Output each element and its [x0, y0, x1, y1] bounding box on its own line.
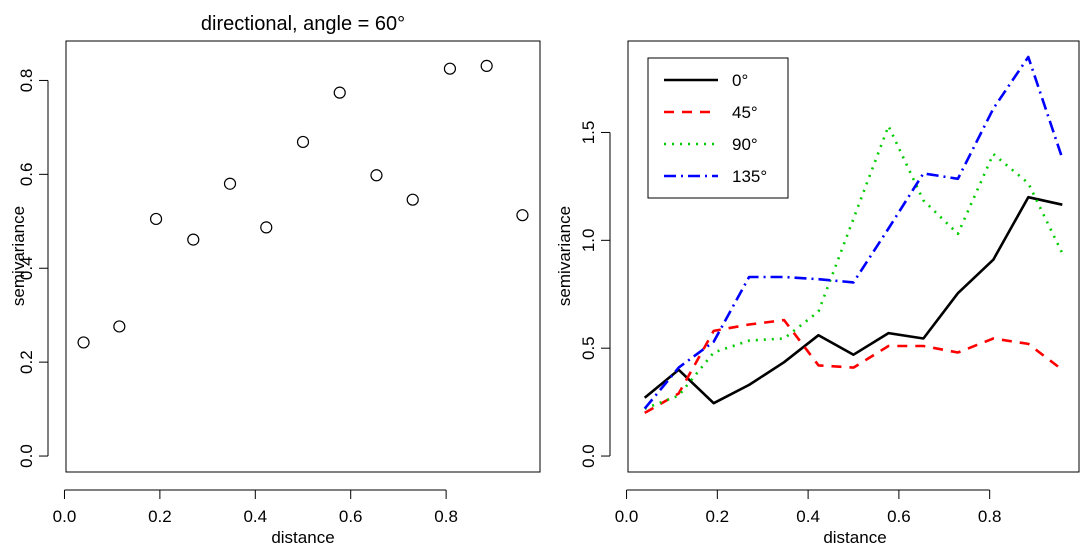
x-tick-label: 0.2: [706, 507, 730, 526]
data-point: [187, 233, 200, 246]
scatter-panel: directional, angle = 60° distance semiva…: [9, 13, 541, 547]
y-axis-title: semivariance: [9, 206, 28, 306]
x-tick-label: 0.0: [615, 507, 639, 526]
y-tick-label: 0.0: [579, 444, 598, 468]
y-tick-label: 0.8: [17, 69, 36, 93]
axes: 0.0 0.2 0.4 0.6 0.8 0.0 0.5 1.0 1.5: [579, 121, 1001, 526]
legend: 0° 45° 90° 135°: [647, 57, 789, 199]
data-point: [370, 169, 383, 182]
x-tick-label: 0.8: [434, 507, 458, 526]
x-tick-label: 0.4: [243, 507, 267, 526]
x-axis-title: distance: [271, 528, 334, 547]
plot-area-frame: [627, 40, 1080, 473]
y-tick-label: 1.0: [579, 229, 598, 253]
data-point: [260, 221, 273, 234]
y-tick-label: 0.5: [579, 336, 598, 360]
data-point: [516, 209, 529, 222]
x-tick-label: 0.2: [148, 507, 172, 526]
y-tick-label: 0.6: [17, 163, 36, 187]
x-tick-label: 0.6: [887, 507, 911, 526]
x-tick-label: 0.8: [978, 507, 1002, 526]
y-tick-label: 0.0: [17, 444, 36, 468]
legend-label: 0°: [732, 71, 748, 90]
x-tick-label: 0.4: [796, 507, 820, 526]
line-panel: distance semivariance 0.0 0.2 0.4 0.6 0.80.0…: [555, 40, 1080, 547]
plot-area-frame: [65, 40, 541, 473]
data-points: [77, 59, 529, 349]
data-point: [149, 212, 163, 226]
y-tick-label: 1.5: [579, 121, 598, 145]
series-line: [643, 55, 1064, 410]
x-tick-label: 0.0: [53, 507, 77, 526]
data-point: [296, 135, 310, 149]
legend-box: [647, 57, 789, 199]
data-point: [480, 59, 493, 72]
axes: 0.0 0.2 0.4 0.6 0.8 0.0 0.2 0.4 0.6 0.8: [17, 69, 458, 526]
y-axis-title: semivariance: [555, 206, 574, 306]
data-point: [333, 86, 346, 99]
data-lines: [643, 55, 1064, 415]
y-tick-label: 0.2: [17, 350, 36, 374]
series-line: [644, 318, 1064, 415]
data-point: [443, 62, 457, 75]
chart-title: directional, angle = 60°: [201, 13, 405, 35]
data-point: [223, 177, 237, 190]
y-tick-label: 0.4: [17, 256, 36, 280]
x-tick-label: 0.6: [339, 507, 363, 526]
legend-label: 45°: [732, 103, 758, 122]
data-point: [77, 336, 90, 349]
legend-label: 90°: [732, 135, 758, 154]
series-line: [643, 195, 1063, 405]
data-point: [406, 193, 419, 206]
legend-label: 135°: [732, 167, 767, 186]
x-axis-title: distance: [823, 528, 886, 547]
data-point: [113, 320, 126, 333]
